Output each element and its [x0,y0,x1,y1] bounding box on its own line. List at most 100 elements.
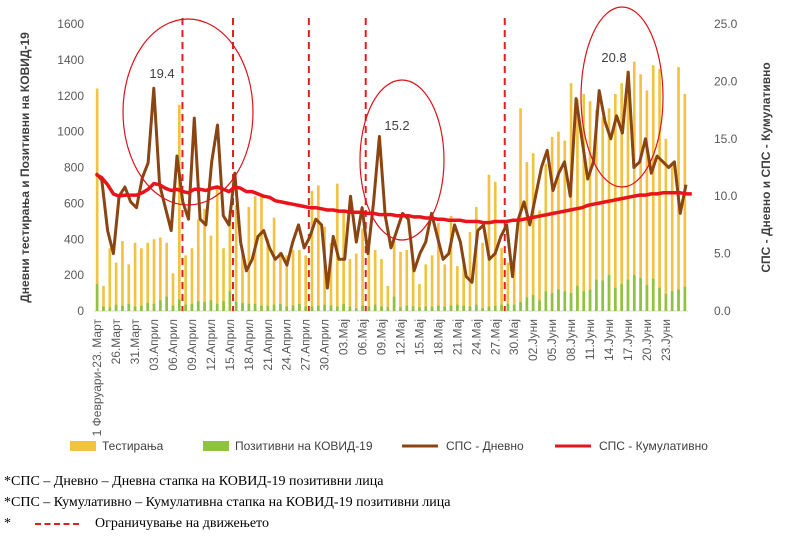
positive-bar [474,304,478,311]
y-left-axis-title: Дневни тестирања и Позитивни на КОВИД-19 [18,32,32,303]
positive-bar [140,305,143,311]
x-tick-label: 21.Април [261,319,275,371]
testing-bar [190,248,194,311]
testing-bar [481,242,484,311]
testing-bar [140,248,143,311]
positive-bar [342,303,345,311]
testing-bar [670,163,674,311]
positive-bar [620,284,623,311]
x-tick-label: 14.Јуни [602,319,616,361]
positive-bar [171,305,175,311]
testing-bar [373,250,377,311]
y-right-tick-label: 10.0 [714,189,738,203]
testing-bar [215,185,219,311]
testing-bar [152,239,156,311]
positive-bar [279,303,282,311]
testing-bar [474,206,478,311]
positive-bar [102,306,105,311]
x-tick-label: 03.Април [147,319,161,371]
positive-bar [588,289,592,311]
x-tick-label: 30.Мај [507,319,521,355]
testing-bar [209,235,213,311]
testing-bar [177,104,181,311]
restriction-dash-symbol [35,522,79,525]
x-tick-label: 09.Април [185,319,199,371]
testing-bar [304,255,308,311]
daily-rate-line [94,70,688,290]
positive-bar [462,305,465,311]
legend-label: Позитивни на КОВИД-19 [235,439,373,453]
testing-bar [121,241,124,311]
peak-annotation: 19.4 [149,66,174,81]
positive-bar [184,304,187,311]
testing-bar [550,137,554,311]
y-left-tick-label: 600 [64,196,84,210]
x-tick-label: 18.Април [242,319,256,371]
positive-bar [133,306,137,311]
testing-bar [500,248,503,311]
testing-bar [538,210,541,311]
y-right-tick-label: 0.0 [714,304,731,318]
positive-bar [291,305,295,311]
testing-bar [159,237,162,311]
footnote-restriction: * Ограничување на движењето [4,516,269,532]
testing-bar [228,210,232,311]
positive-bar [456,304,459,311]
x-tick-label: 15.Април [223,319,237,371]
positive-bar [367,306,371,311]
testing-bar [291,250,295,311]
testing-bar [639,74,642,311]
testing-bar [658,68,661,311]
footnote-star: * [4,516,11,531]
testing-bar [531,153,535,311]
testing-bar [632,61,636,312]
testing-bar [424,264,428,311]
positive-bar [253,303,257,311]
y-left-tick-label: 0 [77,304,84,318]
positive-bar [209,300,213,311]
positive-bar [651,278,655,311]
x-tick-label: 05.Јуни [545,319,559,361]
positive-bar [519,302,522,311]
positive-bar [531,294,535,311]
x-tick-label: 20.Јуни [640,319,654,361]
testing-bar [563,140,567,311]
positive-bar [645,284,649,311]
testing-bar [329,242,333,311]
x-tick-label: 12.Април [204,319,218,371]
testing-bar [582,93,586,311]
positive-bar [392,296,396,311]
positive-bar [614,287,617,311]
testing-bar [645,90,649,312]
positive-bar [260,305,263,311]
positive-bar [639,277,642,311]
positive-bar [304,306,308,311]
positive-bar [317,305,320,311]
positive-bar [481,308,484,311]
x-tick-label: 18.Мај [431,319,445,355]
testing-bar [418,284,421,311]
positive-bar [601,280,605,311]
positive-bar [348,306,352,311]
positive-bar [569,293,573,311]
testing-bar [380,258,383,311]
positive-bar [424,306,428,311]
peak-annotation: 20.8 [601,50,626,65]
positive-bar [310,306,314,311]
positive-bar [468,306,472,311]
positive-bar [626,279,630,311]
positive-bar [323,304,326,311]
positive-bar [386,307,390,311]
testing-bar [361,228,364,311]
testing-bar [127,264,131,311]
positive-bar [683,286,687,311]
testing-bar [241,253,244,311]
footnote-restriction-label: Ограничување на движењето [95,516,269,531]
testing-bar [544,163,548,311]
x-tick-label: 30.Април [318,319,332,371]
testing-bar [512,264,516,311]
x-tick-label: 02.Јуни [526,319,540,361]
positive-bar [449,305,453,311]
positive-bar [658,287,661,311]
